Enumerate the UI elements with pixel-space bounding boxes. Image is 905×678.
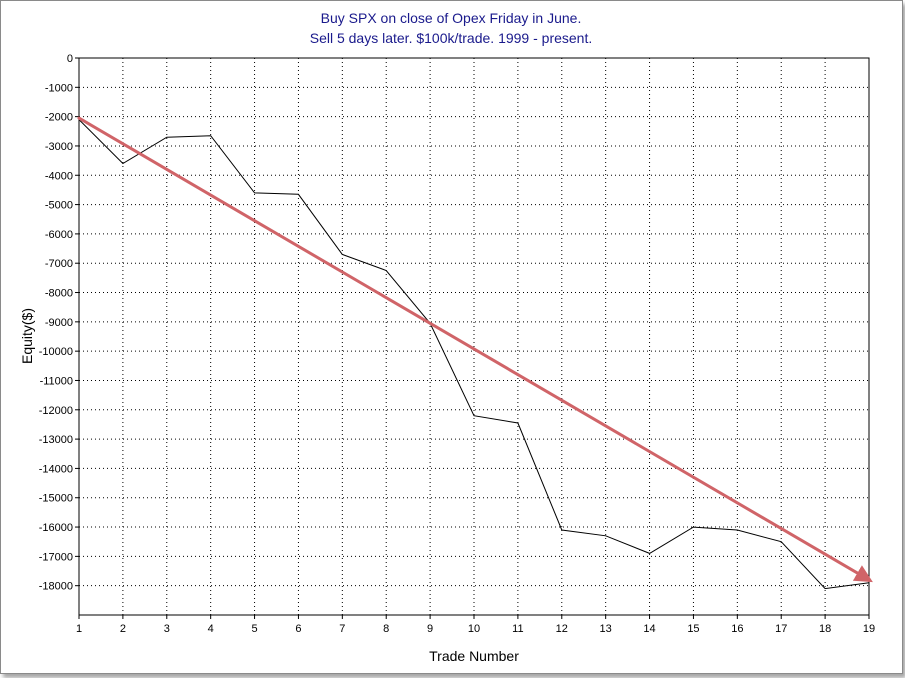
y-tick-label: -2000 [45,112,73,124]
x-tick-label: 2 [120,623,126,635]
grid [78,57,870,615]
x-tick-label: 9 [427,623,433,635]
trend-arrow [77,116,873,583]
y-tick-label: -14000 [39,463,73,475]
y-tick-label: -9000 [45,317,73,329]
x-axis-title: Trade Number [429,648,519,664]
x-tick-label: 12 [556,623,568,635]
x-tick-label: 16 [731,623,743,635]
x-tick-label: 1 [76,623,82,635]
x-tick-label: 18 [819,623,831,635]
y-tick-label: -1000 [45,82,73,94]
x-tick-label: 8 [383,623,389,635]
y-tick-label: 0 [67,53,73,65]
x-tick-label: 5 [251,623,257,635]
x-tick-label: 14 [643,623,655,635]
y-axis-ticks: 0 -1000 -2000 -3000 -4000 -5000 -6000 -7000 -800… [39,53,79,593]
y-tick-label: -18000 [39,581,73,593]
y-tick-label: -5000 [45,200,73,212]
y-tick-label: -16000 [39,522,73,534]
y-tick-label: -8000 [45,288,73,300]
y-tick-label: -12000 [39,405,73,417]
y-tick-label: -4000 [45,170,73,182]
x-tick-label: 4 [208,623,214,635]
y-tick-label: -17000 [39,551,73,563]
annotation-layer [77,116,873,583]
chart-title-line-1: Buy SPX on close of Opex Friday in June. [321,10,582,26]
plot-area [78,57,870,616]
y-tick-label: -7000 [45,258,73,270]
x-tick-label: 3 [164,623,170,635]
series-layer [78,119,870,590]
y-tick-label: -6000 [45,229,73,241]
x-tick-label: 7 [339,623,345,635]
y-tick-label: -15000 [39,493,73,505]
chart-title-line-2: Sell 5 days later. $100k/trade. 1999 - p… [310,30,593,46]
y-tick-label: -3000 [45,141,73,153]
y-tick-label: -13000 [39,434,73,446]
x-tick-label: 19 [863,623,875,635]
x-tick-label: 11 [512,623,523,635]
x-tick-label: 15 [687,623,699,635]
y-axis-title: Equity($) [19,308,35,364]
y-tick-label: -10000 [39,346,73,358]
x-tick-label: 13 [600,623,612,635]
y-tick-label: -11000 [40,375,73,387]
x-tick-label: 17 [775,623,787,635]
x-tick-label: 10 [468,623,480,635]
x-tick-label: 6 [295,623,301,635]
x-axis-ticks: 1 2 3 4 5 6 7 8 9 10 11 12 13 14 15 16 17 18 19 [76,615,875,635]
